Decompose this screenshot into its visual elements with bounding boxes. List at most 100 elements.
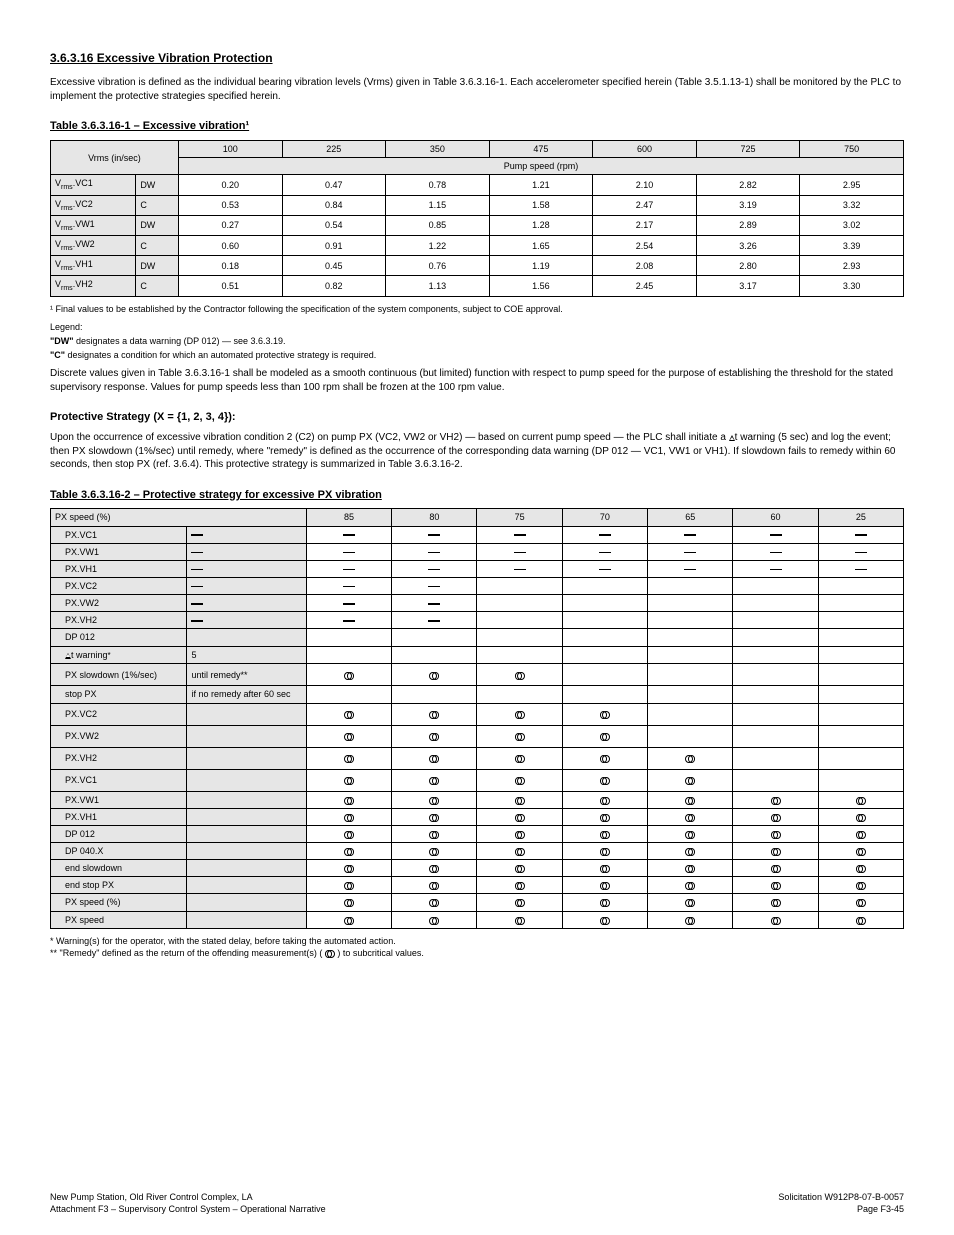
infinity-icon [771,848,781,855]
table1-footnote: ¹ Final values to be established by the … [50,303,904,315]
th-speed: 225 [282,141,386,158]
th-speed: 350 [386,141,490,158]
t2-cell [392,860,477,877]
t2-cell [818,911,903,928]
t2-cell [562,747,647,769]
t2-cell [562,526,647,543]
t2-cell [733,578,818,595]
infinity-icon [600,899,610,906]
legend-head: Legend: [50,321,904,333]
t2-cell [306,877,391,894]
t2-cell [306,664,391,686]
infinity-icon [429,865,439,872]
infinity-icon [429,848,439,855]
t2-cell [477,612,562,629]
table1-heading: Table 3.6.3.16-1 – Excessive vibration¹ [50,119,904,134]
th-speed: 750 [800,141,904,158]
dash-icon [343,586,355,588]
infinity-icon [344,797,354,804]
t2-cell [733,808,818,825]
protective-strategy-text: Upon the occurrence of excessive vibrati… [50,431,904,472]
t2-row-label: PX.VH2 [51,612,187,629]
t2-cell [818,612,903,629]
t2-cell [733,842,818,859]
t2-cell [477,894,562,911]
t2-cell [392,825,477,842]
infinity-icon [429,899,439,906]
infinity-icon [600,882,610,889]
t2-cell [306,842,391,859]
t2-cell [477,646,562,664]
infinity-icon [685,899,695,906]
t1-row-sym: C [136,276,179,296]
t2-cell [562,664,647,686]
dash-icon [514,534,526,536]
t2-cell [648,595,733,612]
dash-icon [428,603,440,605]
t2-cell [562,595,647,612]
legend: Legend: "DW" designates a data warning (… [50,321,904,361]
infinity-icon [856,848,866,855]
t2-row-note [187,703,306,725]
infinity-icon [344,711,354,718]
infinity-icon [515,777,525,784]
infinity-icon [685,777,695,784]
infinity-icon [856,814,866,821]
infinity-icon [344,733,354,740]
t2-cell [306,911,391,928]
infinity-icon [856,917,866,924]
t2-row-label: stop PX [51,686,187,703]
dash-icon [428,569,440,571]
dash-icon [428,552,440,554]
t2-cell [306,808,391,825]
th-px-speed: PX speed (%) [51,509,307,526]
t2-row-label: end stop PX [51,877,187,894]
t1-cell: 2.17 [593,215,697,235]
t1-cell: 0.53 [178,195,282,215]
t2-cell [818,595,903,612]
t2-cell [477,560,562,577]
t2-cell [392,578,477,595]
t1-cell: 3.30 [800,276,904,296]
triangle-icon [729,435,735,441]
t1-row-label: Vrms.VW2 [51,236,136,256]
t2-row-label: PX.VW1 [51,791,187,808]
t2-cell [477,686,562,703]
t1-row-sym: C [136,195,179,215]
infinity-icon [856,797,866,804]
t1-cell: 3.19 [696,195,800,215]
t2-row-label: PX.VW2 [51,595,187,612]
t2-row-note [187,842,306,859]
t2-cell [306,747,391,769]
t1-cell: 2.47 [593,195,697,215]
infinity-icon [344,777,354,784]
t1-cell: 2.08 [593,256,697,276]
t2-cell [818,703,903,725]
t2-cell [818,769,903,791]
t2-row-label: PX.VC2 [51,578,187,595]
infinity-icon [429,711,439,718]
t2-cell [477,911,562,928]
infinity-icon [685,797,695,804]
t2-cell [306,894,391,911]
t1-cell: 1.13 [386,276,490,296]
t1-cell: 0.82 [282,276,386,296]
t1-cell: 0.60 [178,236,282,256]
t2-row-note [187,629,306,646]
t1-cell: 2.10 [593,175,697,195]
dash-icon [599,552,611,554]
t2-cell [648,877,733,894]
t1-row-label: Vrms.VH2 [51,276,136,296]
table2-heading: Table 3.6.3.16-2 – Protective strategy f… [50,488,904,503]
t2-cell [648,911,733,928]
t2-row-note [187,747,306,769]
t2-cell [562,769,647,791]
t2-row-note: 5 [187,646,306,664]
t2-cell [562,860,647,877]
t1-cell: 0.76 [386,256,490,276]
t2-row-label: PX.VW2 [51,725,187,747]
t2-cell [562,791,647,808]
infinity-icon [515,711,525,718]
t2-cell [306,629,391,646]
t2-cell [818,526,903,543]
